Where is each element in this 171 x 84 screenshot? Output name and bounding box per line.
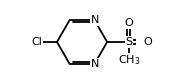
- Text: CH$_3$: CH$_3$: [117, 53, 140, 67]
- Text: Cl: Cl: [32, 37, 43, 47]
- Text: N: N: [90, 15, 99, 25]
- Text: O: O: [144, 37, 152, 47]
- Text: N: N: [90, 59, 99, 69]
- Text: S: S: [125, 37, 132, 47]
- Text: O: O: [124, 18, 133, 28]
